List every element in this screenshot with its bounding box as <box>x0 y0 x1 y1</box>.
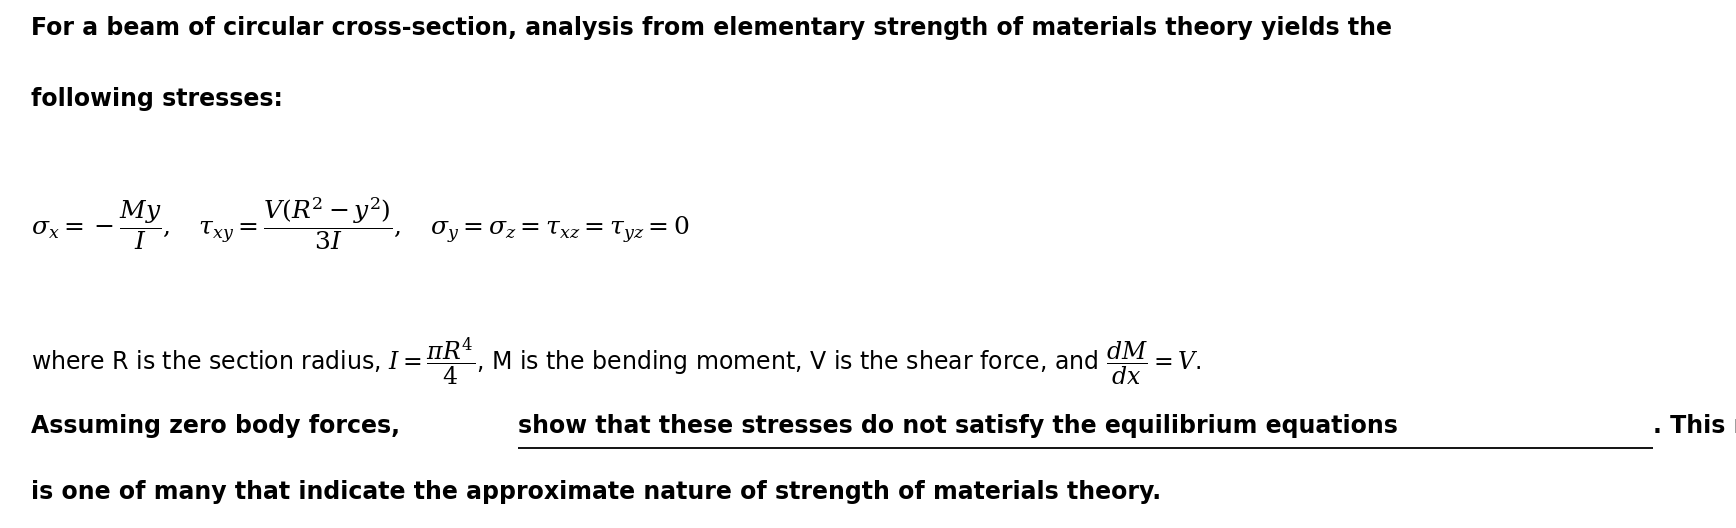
Text: . This result: . This result <box>1653 414 1736 438</box>
Text: is one of many that indicate the approximate nature of strength of materials the: is one of many that indicate the approxi… <box>31 480 1161 504</box>
Text: where R is the section radius, $I = \dfrac{\pi R^4}{4}$, M is the bending moment: where R is the section radius, $I = \dfr… <box>31 335 1201 387</box>
Text: For a beam of circular cross-section, analysis from elementary strength of mater: For a beam of circular cross-section, an… <box>31 16 1392 40</box>
Text: Assuming zero body forces,: Assuming zero body forces, <box>31 414 408 438</box>
Text: $\sigma_x = -\dfrac{My}{I},\quad \tau_{xy} = \dfrac{V(R^2 - y^2)}{3I},\quad\sigm: $\sigma_x = -\dfrac{My}{I},\quad \tau_{x… <box>31 195 691 252</box>
Text: show that these stresses do not satisfy the equilibrium equations: show that these stresses do not satisfy … <box>517 414 1397 438</box>
Text: following stresses:: following stresses: <box>31 87 283 111</box>
